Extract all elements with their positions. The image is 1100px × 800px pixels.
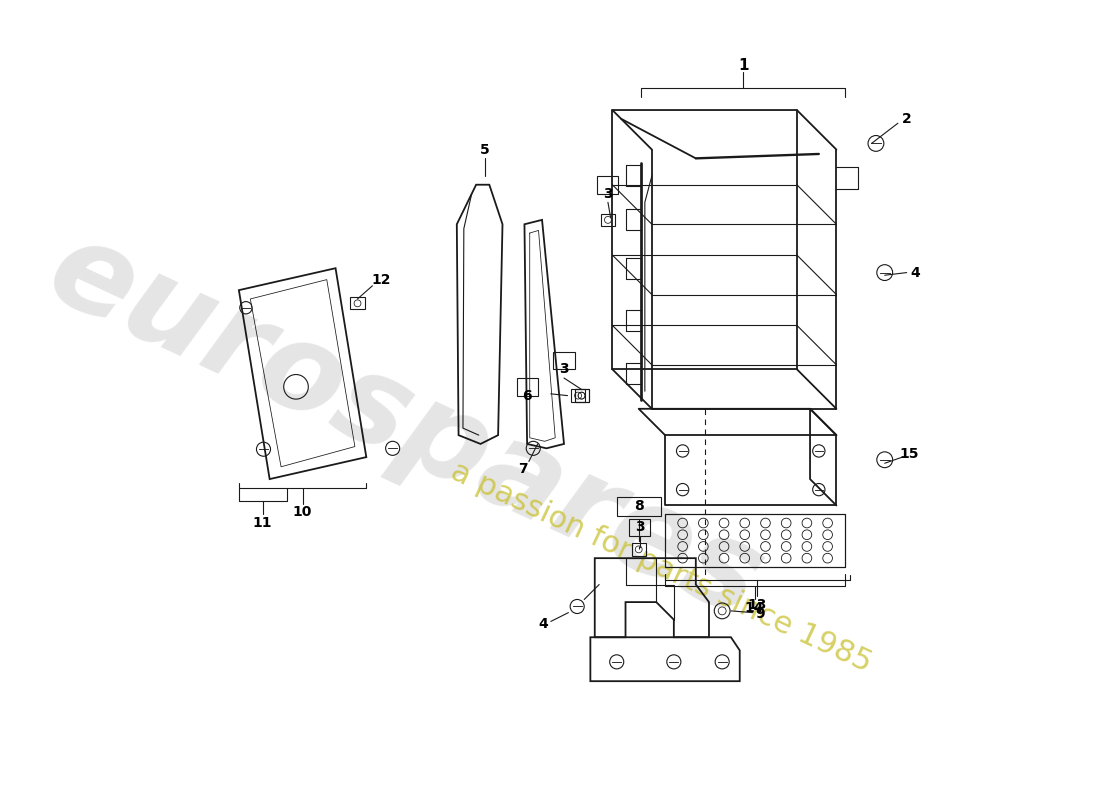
Bar <box>571 390 585 402</box>
Text: 10: 10 <box>293 506 312 519</box>
Bar <box>617 497 661 516</box>
Text: 14: 14 <box>745 602 764 615</box>
Text: 2: 2 <box>902 112 912 126</box>
Text: 8: 8 <box>634 499 643 514</box>
Bar <box>351 297 364 310</box>
Text: 12: 12 <box>372 274 390 287</box>
Text: 7: 7 <box>518 462 528 475</box>
Text: 3: 3 <box>635 521 645 534</box>
Text: 6: 6 <box>522 389 532 402</box>
Bar <box>553 352 574 370</box>
Text: a passion for parts since 1985: a passion for parts since 1985 <box>446 456 876 678</box>
Bar <box>629 518 650 536</box>
Text: 15: 15 <box>900 447 920 462</box>
Text: 11: 11 <box>253 516 273 530</box>
Text: 3: 3 <box>603 186 613 201</box>
Text: 13: 13 <box>748 598 767 612</box>
Text: 1: 1 <box>738 58 748 73</box>
Bar <box>517 378 538 396</box>
Bar <box>574 390 589 402</box>
Text: 4: 4 <box>538 617 548 631</box>
Text: 4: 4 <box>911 266 921 279</box>
Bar <box>597 176 618 194</box>
Bar <box>631 543 646 555</box>
Text: eurospares: eurospares <box>31 210 781 642</box>
Text: 3: 3 <box>559 362 569 376</box>
Text: 5: 5 <box>480 142 490 157</box>
Bar <box>601 214 615 226</box>
Text: 9: 9 <box>755 606 764 621</box>
Bar <box>574 390 589 402</box>
